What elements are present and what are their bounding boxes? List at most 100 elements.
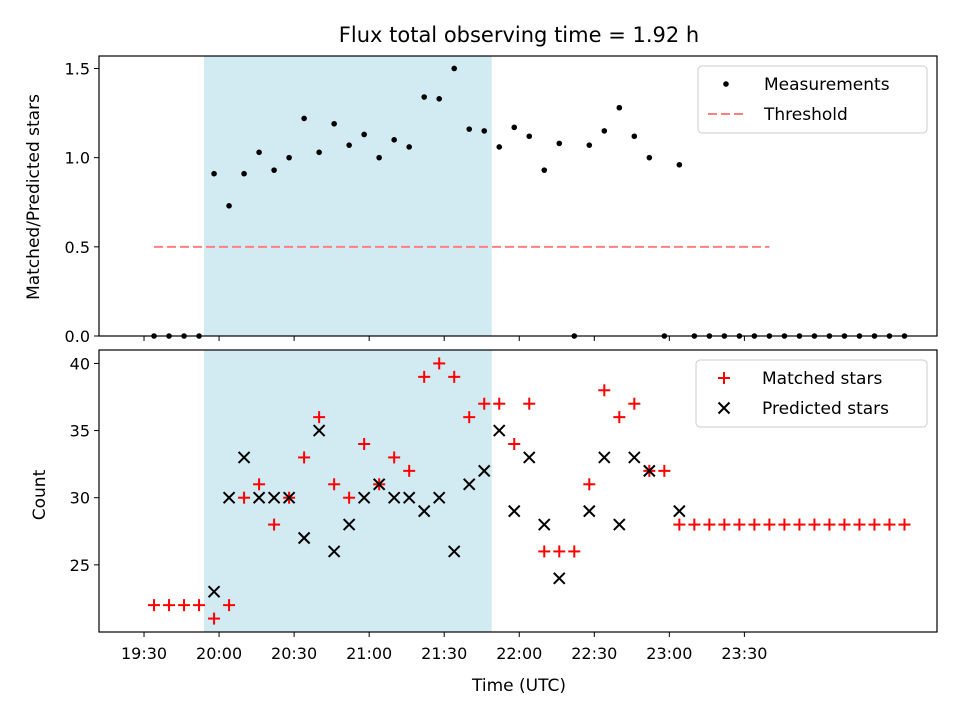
measurement-point xyxy=(466,126,473,132)
measurement-point xyxy=(346,142,352,148)
x-b xyxy=(387,491,401,504)
matched-star-point xyxy=(718,518,731,531)
matched-star-point xyxy=(613,411,626,424)
x-tick-label: 22:30 xyxy=(571,644,617,663)
matched-star-point xyxy=(238,491,251,504)
y-tick-label: 1.0 xyxy=(65,149,90,168)
measurement-point xyxy=(481,128,488,134)
x-b xyxy=(222,491,236,504)
matched-star-point xyxy=(673,518,686,531)
x-b xyxy=(357,491,371,504)
measurement-point xyxy=(586,142,593,148)
x-b xyxy=(417,504,431,518)
axes-frame xyxy=(98,349,938,633)
top-ylabel: Matched/Predicted stars xyxy=(24,94,44,300)
predicted-star-point xyxy=(207,585,221,598)
measurement-point xyxy=(556,140,563,147)
predicted-star-point xyxy=(222,491,236,504)
legend-dot-swatch xyxy=(723,81,729,87)
matched-star-point xyxy=(418,370,431,383)
matched-star-point xyxy=(403,464,416,477)
measurement-point xyxy=(406,144,412,150)
measurement-point xyxy=(241,170,247,177)
x-tick-label: 21:30 xyxy=(421,644,467,663)
predicted-star-point xyxy=(643,464,656,478)
measurement-point xyxy=(601,128,608,134)
bottom-ylabel: Count xyxy=(30,469,50,520)
y-tick-label: 35 xyxy=(70,422,90,441)
matched-star-point xyxy=(808,518,821,531)
matched-star-point xyxy=(568,545,581,558)
measurement-point xyxy=(616,104,623,111)
x-tick-label: 23:30 xyxy=(721,644,767,663)
matched-star-point xyxy=(553,545,566,558)
matched-star-point xyxy=(523,397,536,410)
axes-frame xyxy=(98,55,938,337)
matched-star-point xyxy=(823,518,836,531)
matched-star-point xyxy=(343,491,356,504)
predicted-star-point xyxy=(402,491,416,504)
measurement-point xyxy=(511,124,518,131)
matched-star-point xyxy=(763,518,776,531)
predicted-star-point xyxy=(237,451,251,464)
matched-star-point xyxy=(253,478,266,491)
x-b xyxy=(628,451,641,464)
predicted-star-point xyxy=(372,478,386,491)
measurement-point xyxy=(316,149,322,156)
x-b xyxy=(493,424,506,437)
x-b xyxy=(643,464,656,478)
chart-title: Flux total observing time = 1.92 h xyxy=(339,23,699,47)
matched-star-point xyxy=(223,599,236,612)
x-b xyxy=(402,491,416,504)
measurement-point xyxy=(631,133,638,140)
measurement-point xyxy=(301,115,307,122)
x-b xyxy=(508,504,521,518)
matched-star-point xyxy=(358,438,371,450)
y-tick-label: 25 xyxy=(70,556,90,575)
predicted-star-point xyxy=(583,504,596,518)
predicted-star-point xyxy=(463,478,476,491)
y-tick-label: 30 xyxy=(70,489,90,508)
x-b xyxy=(463,478,476,491)
predicted-star-point xyxy=(342,518,356,531)
x-b xyxy=(553,572,566,585)
legend-box xyxy=(695,359,928,428)
matched-star-point xyxy=(748,518,761,531)
predicted-star-point xyxy=(628,451,641,464)
x-b xyxy=(327,545,341,558)
measurement-point xyxy=(436,96,443,102)
x-b xyxy=(478,464,491,478)
predicted-star-point xyxy=(417,504,431,518)
measurement-point xyxy=(391,137,397,143)
matched-star-point xyxy=(478,397,491,410)
predicted-star-point xyxy=(387,491,401,504)
x-b xyxy=(583,504,596,518)
legend-x-b xyxy=(717,401,731,415)
predicted-star-point xyxy=(432,491,446,504)
predicted-star-point xyxy=(613,518,626,531)
predicted-star-point xyxy=(478,464,491,478)
matched-star-point xyxy=(508,438,521,450)
matched-star-point xyxy=(433,357,446,370)
x-b xyxy=(237,451,251,464)
matched-star-point xyxy=(538,545,551,558)
matched-star-point xyxy=(658,464,671,477)
matched-star-point xyxy=(883,518,896,531)
matched-star-point xyxy=(193,599,206,612)
measurement-point xyxy=(541,167,548,173)
measurement-point xyxy=(451,65,458,72)
matched-star-point xyxy=(298,451,311,464)
matched-star-point xyxy=(688,518,701,531)
legend-label: Predicted stars xyxy=(762,399,889,419)
y-tick-label: 1.5 xyxy=(65,59,90,78)
x-b xyxy=(613,518,626,531)
x-tick-label: 19:30 xyxy=(121,644,167,663)
matched-star-point xyxy=(838,518,851,531)
measurement-point xyxy=(331,120,337,127)
legend-label: Measurements xyxy=(764,75,890,95)
x-b xyxy=(267,491,281,504)
predicted-star-point xyxy=(267,491,281,504)
matched-star-point xyxy=(328,478,341,491)
matched-star-point xyxy=(313,411,326,424)
